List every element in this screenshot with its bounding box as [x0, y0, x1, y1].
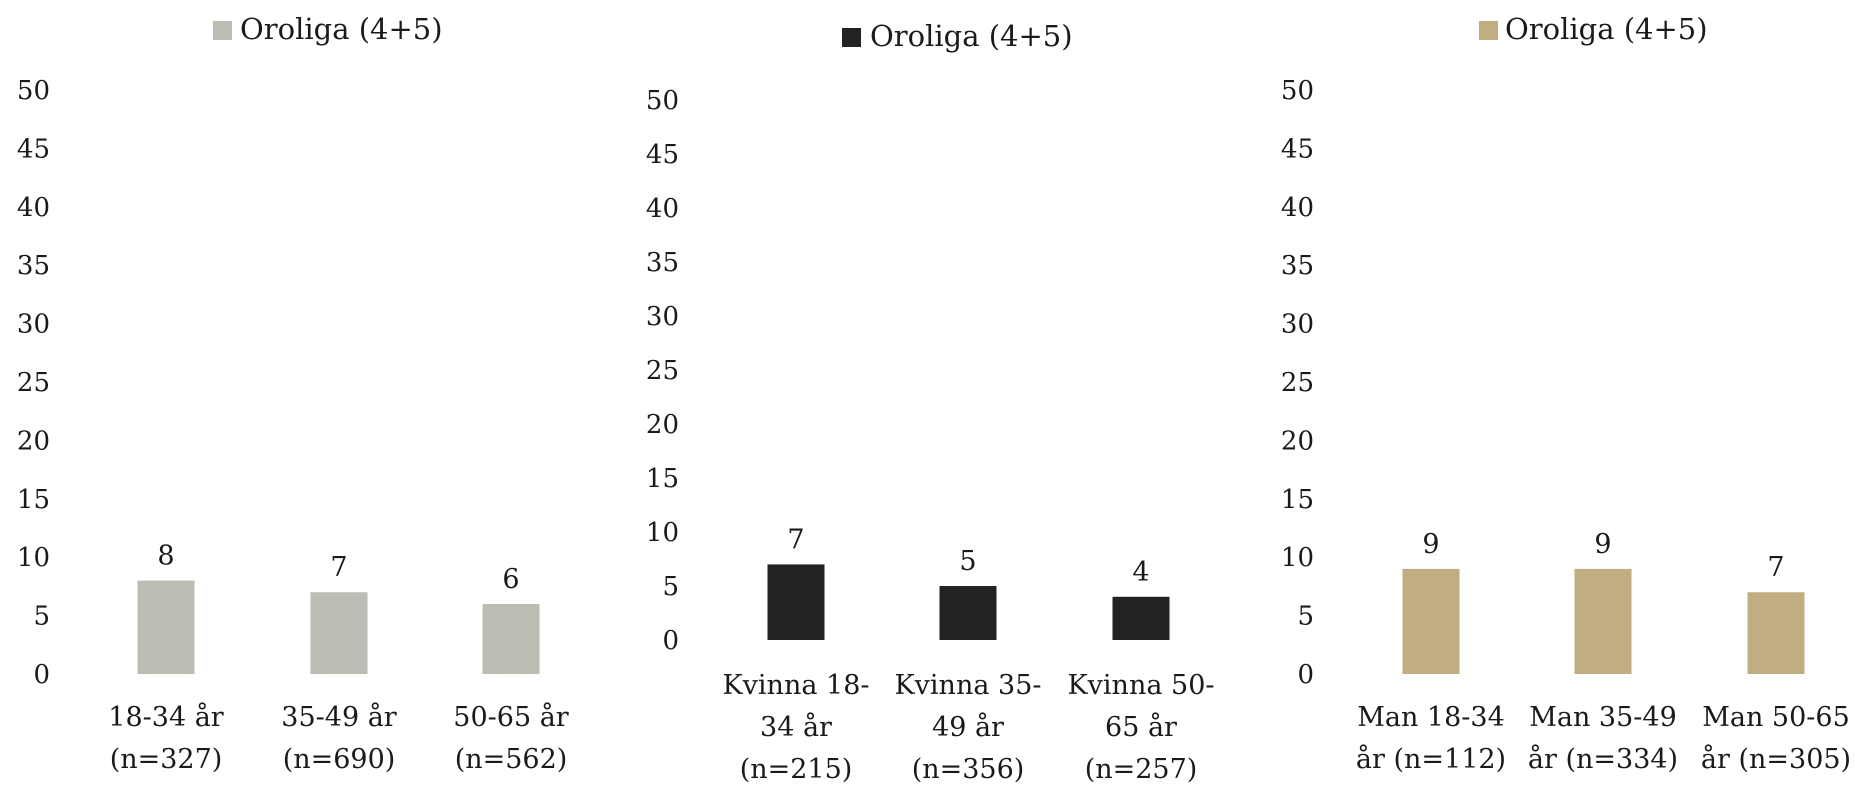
chart2-category-label: 49 år: [932, 711, 1004, 743]
chart2-category-label: Kvinna 50-: [1068, 670, 1215, 701]
chart3-y-tick-label: 30: [1281, 310, 1314, 340]
chart3-bar: [1402, 568, 1460, 674]
chart3-category-label: år (n=305): [1701, 743, 1851, 775]
chart3-y-tick-label: 5: [1297, 602, 1314, 632]
chart2-y-tick-label: 50: [646, 86, 679, 116]
chart1-y-tick-label: 15: [17, 485, 50, 515]
chart1-data-label: 6: [502, 564, 519, 595]
chart2-category-label: Kvinna 35-: [895, 670, 1042, 701]
chart1-y-tick-label: 10: [17, 543, 50, 573]
chart1-category-label: 50-65 år: [453, 701, 569, 733]
chart2-y-tick-label: 10: [646, 518, 679, 548]
chart3-y-tick-label: 20: [1281, 426, 1314, 456]
chart1-category-label: (n=562): [455, 744, 568, 775]
chart3-y-tick-label: 50: [1281, 76, 1314, 106]
chart1-y-tick-label: 0: [33, 660, 50, 690]
chart1-y-tick-label: 35: [17, 251, 50, 281]
chart1-y-tick-label: 40: [17, 193, 50, 223]
chart2-data-label: 7: [787, 524, 804, 555]
chart1-category-label: (n=327): [110, 744, 223, 775]
chart1-y-tick-label: 45: [17, 134, 50, 164]
chart2-category-label: 34 år: [760, 711, 832, 743]
chart3-category-label: år (n=112): [1356, 743, 1506, 775]
chart2-bar: [1112, 596, 1170, 640]
chart3-category-label: Man 35-49: [1529, 702, 1677, 733]
chart3-data-label: 7: [1767, 552, 1784, 583]
chart3-y-tick-label: 0: [1297, 660, 1314, 690]
chart2-category-label: Kvinna 18-: [723, 670, 870, 701]
chart2-category-label: (n=257): [1085, 754, 1198, 785]
chart2-y-tick-label: 40: [646, 194, 679, 224]
chart2-category-label: 65 år: [1105, 711, 1177, 743]
chart3-data-label: 9: [1422, 529, 1439, 560]
chart2-bar: [939, 586, 997, 640]
chart2-y-tick-label: 25: [646, 356, 679, 386]
chart3-bar: [1574, 568, 1632, 674]
chart1-legend-swatch: [213, 21, 232, 40]
chart2-y-tick-label: 30: [646, 302, 679, 332]
chart2-y-tick-label: 15: [646, 464, 679, 494]
chart1-y-tick-label: 5: [33, 602, 50, 632]
chart3-y-tick-label: 15: [1281, 485, 1314, 515]
chart3-y-tick-label: 25: [1281, 368, 1314, 398]
chart3-category-label: Man 18-34: [1357, 702, 1505, 733]
chart1-data-label: 7: [330, 552, 347, 583]
chart1-category-label: (n=690): [283, 744, 396, 775]
chart2-legend-label: Oroliga (4+5): [870, 19, 1073, 53]
chart2-y-tick-label: 0: [662, 626, 679, 656]
chart3-category-label: Man 50-65: [1702, 702, 1850, 733]
chart3-y-tick-label: 45: [1281, 134, 1314, 164]
chart2-category-label: (n=356): [912, 754, 1025, 785]
chart3-data-label: 9: [1594, 529, 1611, 560]
chart3-legend-label: Oroliga (4+5): [1505, 12, 1708, 46]
chart3-category-label: år (n=334): [1528, 743, 1678, 775]
chart2-bar: [767, 564, 825, 640]
chart1-y-tick-label: 30: [17, 310, 50, 340]
chart2-legend-swatch: [842, 28, 861, 47]
chart3-y-tick-label: 40: [1281, 193, 1314, 223]
chart1-y-tick-label: 50: [17, 76, 50, 106]
chart3-y-tick-label: 10: [1281, 543, 1314, 573]
chart2-data-label: 4: [1132, 557, 1149, 588]
chart2-y-tick-label: 5: [662, 572, 679, 602]
chart2-data-label: 5: [959, 546, 976, 577]
chart2-y-tick-label: 45: [646, 140, 679, 170]
chart1-bar: [310, 592, 368, 674]
chart2-y-tick-label: 20: [646, 410, 679, 440]
chart1-y-tick-label: 25: [17, 368, 50, 398]
chart1-legend-label: Oroliga (4+5): [240, 12, 443, 46]
chart1-bar: [137, 580, 195, 674]
chart3-y-tick-label: 35: [1281, 251, 1314, 281]
chart1-category-label: 35-49 år: [281, 701, 397, 733]
chart3-legend-swatch: [1479, 21, 1498, 40]
chart2-category-label: (n=215): [740, 754, 853, 785]
chart2-y-tick-label: 35: [646, 248, 679, 278]
chart1-category-label: 18-34 år: [108, 701, 224, 733]
chart1-data-label: 8: [157, 541, 174, 572]
chart3-bar: [1747, 592, 1805, 674]
chart1-bar: [482, 603, 540, 674]
chart1-y-tick-label: 20: [17, 426, 50, 456]
